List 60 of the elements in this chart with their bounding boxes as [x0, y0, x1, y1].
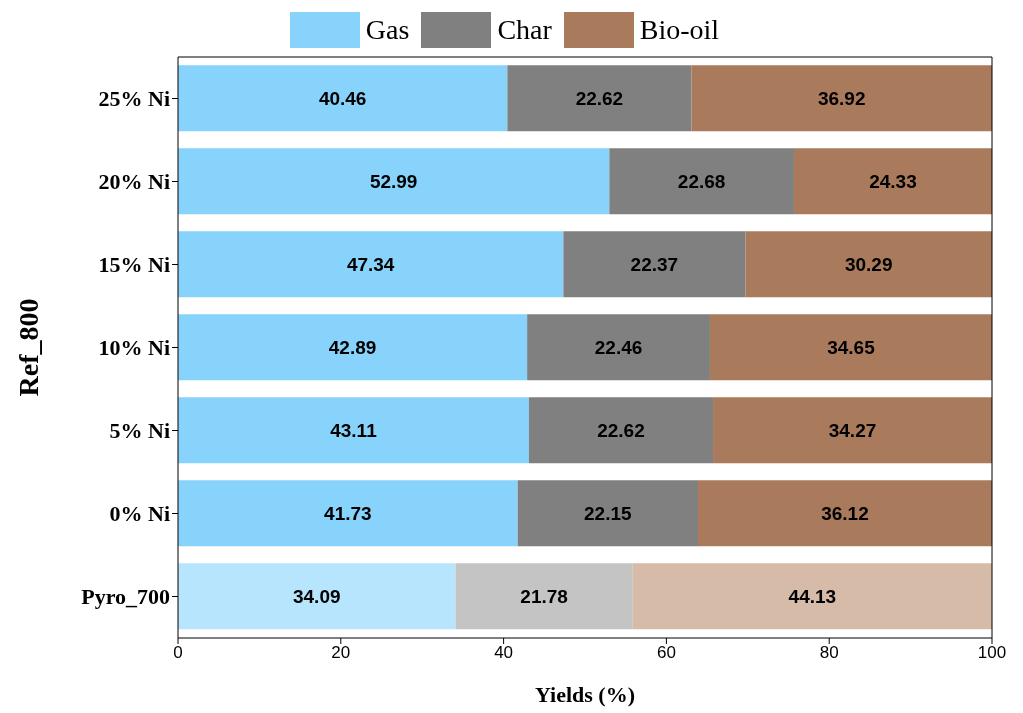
x-tick-label: 0 — [173, 643, 183, 663]
bar — [527, 314, 710, 381]
data-label: 24.33 — [869, 171, 917, 193]
bar — [178, 563, 456, 630]
data-label: 22.46 — [594, 337, 643, 359]
bar — [697, 480, 992, 547]
bar — [178, 65, 508, 132]
y-axis-title: Ref_800 — [12, 298, 44, 397]
data-label: 36.92 — [817, 88, 866, 110]
bar — [713, 397, 992, 464]
data-label: 30.29 — [844, 254, 893, 276]
y-tick-label: 15% Ni — [98, 252, 170, 278]
data-label: 43.11 — [330, 420, 378, 442]
data-label: 22.62 — [597, 420, 645, 442]
x-tick-label: 60 — [656, 643, 676, 663]
bar — [563, 231, 746, 298]
data-label: 36.12 — [821, 503, 869, 525]
bar — [507, 65, 692, 132]
bar — [178, 314, 528, 381]
data-label: 22.15 — [584, 503, 633, 525]
x-tick-label: 100 — [977, 643, 1007, 663]
data-label: 42.89 — [328, 337, 377, 359]
bar — [178, 480, 518, 547]
data-label: 22.37 — [630, 254, 679, 276]
data-label: 41.73 — [324, 503, 372, 525]
bar — [455, 563, 633, 630]
data-label: 34.65 — [827, 337, 876, 359]
data-label: 34.09 — [292, 586, 341, 608]
data-label: 47.34 — [346, 254, 395, 276]
bar — [528, 397, 714, 464]
legend-label: Gas — [364, 13, 410, 47]
bar — [745, 231, 992, 298]
bar — [609, 148, 794, 215]
bar — [793, 148, 992, 215]
data-label: 52.99 — [369, 171, 418, 193]
data-label: 44.13 — [788, 586, 837, 608]
y-tick-label: 0% Ni — [109, 501, 170, 527]
data-label: 40.46 — [318, 88, 367, 110]
bar — [178, 397, 529, 464]
legend-label: Bio-oil — [638, 13, 720, 47]
legend-label: Char — [496, 13, 552, 47]
x-axis-title: Yields (%) — [534, 682, 636, 707]
data-label: 22.62 — [575, 88, 624, 110]
bar — [517, 480, 698, 547]
bar — [178, 148, 610, 215]
bar — [691, 65, 992, 132]
data-label: 22.68 — [677, 171, 726, 193]
bar — [709, 314, 992, 381]
y-tick-label: 20% Ni — [98, 169, 170, 195]
y-tick-label: Pyro_700 — [81, 584, 170, 610]
data-label: 21.78 — [520, 586, 568, 608]
y-tick-label: 25% Ni — [98, 86, 170, 112]
x-tick-label: 40 — [494, 643, 514, 663]
y-tick-label: 10% Ni — [98, 335, 170, 361]
y-tick-label: 5% Ni — [109, 418, 170, 444]
bar — [178, 231, 564, 298]
x-tick-label: 80 — [819, 643, 839, 663]
data-label: 34.27 — [828, 420, 877, 442]
bar — [632, 563, 992, 630]
x-tick-label: 20 — [331, 643, 351, 663]
